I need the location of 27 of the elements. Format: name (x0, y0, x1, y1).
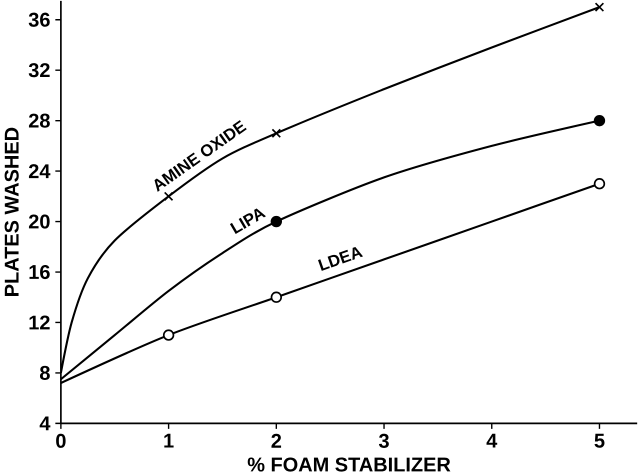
point (162, 329, 174, 341)
x-tick-label: 1 (164, 434, 174, 448)
y-tick-label: 12 (30, 315, 50, 330)
point (594, 2, 604, 12)
y-tick-label: 20 (28, 214, 50, 229)
point (594, 114, 606, 126)
y-tick-label: 4 (40, 416, 50, 430)
x-tick-label: 0 (56, 434, 66, 448)
x-tick-label: 4 (486, 434, 498, 448)
point (270, 216, 282, 228)
y-tick-label: 8 (40, 366, 50, 380)
x-tick-label: 3 (378, 434, 389, 448)
y-tick-label: 28 (28, 113, 50, 128)
y-tick-label: 32 (28, 63, 50, 78)
x-tick-label: 5 (594, 434, 604, 448)
point (164, 191, 174, 201)
y-tick-label: 24 (28, 164, 50, 178)
text: LIPA (230, 208, 266, 234)
y-tick-label: 36 (28, 12, 50, 27)
point (270, 291, 282, 303)
x-tick-label: 2 (271, 434, 282, 448)
y-axis-title: PLATES WASHED (4, 128, 19, 296)
x-axis-title: % FOAM STABILIZER (248, 457, 450, 472)
text: LDEA (318, 246, 364, 271)
point (272, 128, 282, 138)
y-tick-label: 16 (30, 264, 50, 279)
point (594, 178, 606, 190)
